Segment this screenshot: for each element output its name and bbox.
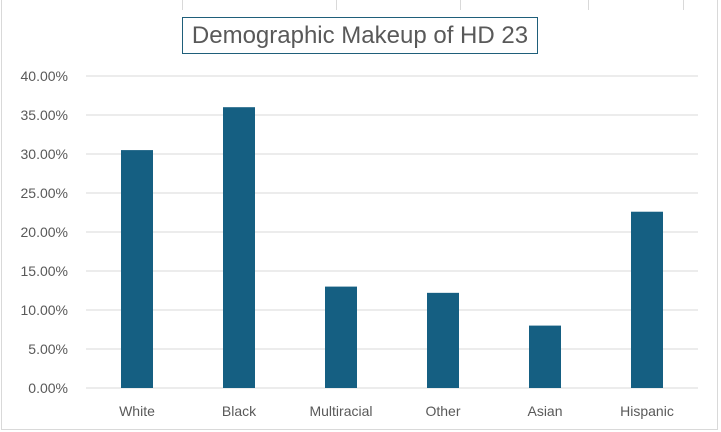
x-tick-label: Other [425, 403, 460, 419]
y-tick-label: 20.00% [21, 224, 68, 240]
y-tick-label: 15.00% [21, 263, 68, 279]
x-tick-label: Multiracial [309, 403, 372, 419]
y-tick-label: 5.00% [28, 341, 68, 357]
cell-gridline [683, 0, 684, 10]
cell-gridline [460, 0, 461, 10]
y-tick-label: 40.00% [21, 68, 68, 84]
x-tick-label: Hispanic [620, 403, 674, 419]
cell-gridline [588, 0, 589, 10]
bar-black [223, 107, 255, 388]
chart-title-box: Demographic Makeup of HD 23 [182, 17, 538, 54]
cell-gridline [336, 0, 337, 10]
x-tick-label: Black [222, 403, 257, 419]
chart-title: Demographic Makeup of HD 23 [191, 21, 529, 49]
bar-white [121, 150, 153, 388]
y-tick-label: 35.00% [21, 107, 68, 123]
bar-asian [529, 325, 561, 388]
bar-hispanic [631, 211, 663, 388]
y-tick-label: 0.00% [28, 380, 68, 396]
bar-multiracial [325, 286, 357, 388]
y-tick-label: 30.00% [21, 146, 68, 162]
bar-other [427, 292, 459, 388]
y-tick-label: 25.00% [21, 185, 68, 201]
x-tick-label: Asian [527, 403, 562, 419]
cell-gridline [182, 0, 183, 10]
x-tick-label: White [119, 403, 155, 419]
y-tick-label: 10.00% [21, 302, 68, 318]
